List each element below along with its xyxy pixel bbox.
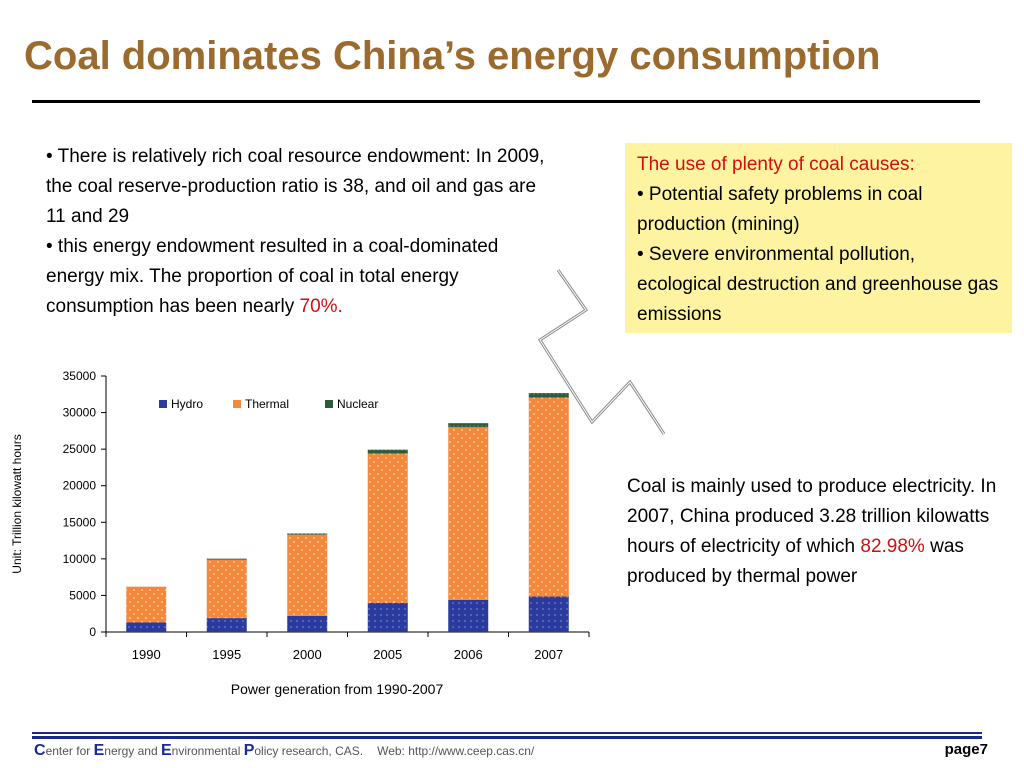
bar-thermal-2000 [287, 534, 328, 616]
footer-word-center: enter for [45, 744, 94, 758]
x-tick-label: 2005 [373, 647, 402, 662]
bar-nuclear-1995 [206, 558, 247, 560]
y-tick-label: 30000 [63, 406, 97, 420]
bar-nuclear-2006 [448, 423, 489, 428]
y-axis-title: Unit: Trillion kilowatt hours [10, 434, 24, 573]
bar-nuclear-2000 [287, 533, 328, 535]
x-tick-label: 2006 [454, 647, 483, 662]
y-tick-label: 15000 [63, 515, 97, 529]
legend-swatch-nuclear [325, 400, 333, 408]
electricity-text: Coal is mainly used to produce electrici… [627, 476, 997, 557]
x-tick-label: 2000 [293, 647, 322, 662]
bar-thermal-1995 [206, 559, 247, 619]
y-tick-label: 10000 [63, 552, 97, 566]
x-tick-label: 1995 [212, 647, 241, 662]
bar-thermal-2007 [528, 397, 569, 597]
electricity-text-tail: was produced by thermal power [627, 536, 964, 587]
footer-word-policy: olicy research, CAS. [254, 744, 364, 758]
footer-initial-e1: E [93, 742, 105, 759]
bar-hydro-1995 [206, 618, 247, 632]
title-divider [32, 100, 980, 103]
legend-label-thermal: Thermal [245, 397, 289, 411]
thermal-share-highlight: 82.98% [860, 536, 925, 557]
footer-divider-thick [32, 736, 982, 739]
legend-swatch-thermal [233, 400, 241, 408]
callout-heading: The use of plenty of coal causes: [637, 154, 915, 175]
footer-website: Web: http://www.ceep.cas.cn/ [377, 744, 535, 758]
power-generation-chart: Unit: Trillion kilowatt hours 0 5000 10000… [10, 369, 590, 697]
bar-nuclear-2005 [367, 449, 408, 454]
footer-initial-c: C [34, 742, 46, 759]
coal-impacts-callout: The use of plenty of coal causes: • Pote… [625, 143, 1012, 333]
bullet-energy-mix: • this energy endowment resulted in a co… [46, 232, 546, 322]
legend-swatch-hydro [159, 400, 167, 408]
left-text-block: • There is relatively rich coal resource… [46, 142, 546, 322]
x-tick-label: 2007 [534, 647, 563, 662]
coal-share-highlight: 70%. [299, 296, 343, 317]
bar-hydro-2005 [367, 602, 408, 632]
electricity-text-block: Coal is mainly used to produce electrici… [627, 472, 1002, 592]
page-number: page7 [944, 741, 988, 758]
y-tick-label: 35000 [63, 369, 97, 383]
bullet-energy-mix-text: • this energy endowment resulted in a co… [46, 236, 499, 317]
slide-title: Coal dominates China’s energy consumptio… [24, 34, 881, 78]
x-axis-title: Power generation from 1990-2007 [231, 681, 444, 697]
bar-hydro-2006 [448, 599, 489, 632]
footer-word-environmental: nvironmental [171, 744, 244, 758]
bar-thermal-2005 [367, 453, 408, 603]
bullet-coal-endowment: • There is relatively rich coal resource… [46, 146, 545, 227]
legend-label-hydro: Hydro [171, 397, 203, 411]
callout-item-pollution: • Severe environmental pollution, ecolog… [637, 244, 999, 325]
footer-initial-e2: E [160, 742, 172, 759]
callout-item-safety: • Potential safety problems in coal prod… [637, 184, 923, 235]
bar-hydro-2000 [287, 615, 328, 632]
y-tick-label: 20000 [63, 479, 97, 493]
y-tick-label: 25000 [63, 442, 97, 456]
bar-thermal-1990 [126, 586, 167, 623]
y-tick-label: 5000 [69, 588, 96, 602]
bar-hydro-1990 [126, 622, 167, 632]
legend-label-nuclear: Nuclear [337, 397, 378, 411]
x-tick-label: 1990 [132, 647, 161, 662]
footer-divider-thin [32, 732, 982, 734]
footer-initial-p: P [243, 742, 255, 759]
y-tick-label: 0 [89, 625, 96, 639]
footer-word-energy: nergy and [104, 744, 161, 758]
bar-hydro-2007 [528, 596, 569, 632]
footer-organization: Center for Energy and Environmental Poli… [34, 742, 534, 760]
zigzag-bracket [537, 269, 666, 435]
bar-thermal-2006 [448, 427, 489, 600]
bar-nuclear-2007 [528, 393, 569, 398]
